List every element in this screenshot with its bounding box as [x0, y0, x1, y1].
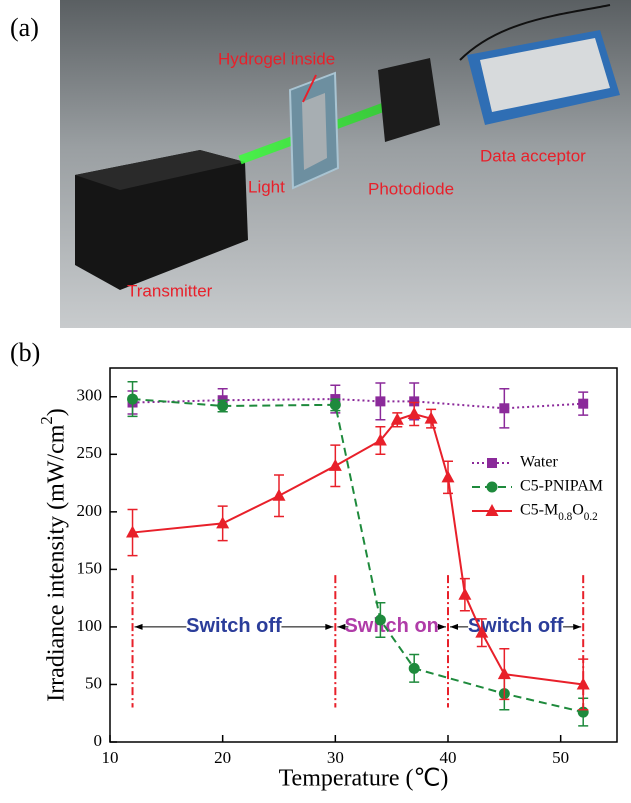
legend-label: C5-M0.8O0.2: [520, 502, 598, 523]
x-tick-label: 10: [102, 748, 119, 767]
label: Transmitter: [127, 281, 213, 300]
marker: [216, 516, 229, 528]
label: Hydrogel inside: [218, 49, 335, 68]
marker: [127, 394, 138, 405]
series-line: [133, 399, 584, 712]
legend-label: Water: [520, 454, 558, 471]
marker: [329, 459, 342, 471]
x-tick-label: 50: [552, 748, 569, 767]
marker: [487, 458, 497, 468]
marker: [499, 403, 509, 413]
marker: [408, 407, 421, 419]
label: Light: [248, 177, 285, 196]
x-tick-label: 20: [214, 748, 231, 767]
marker: [330, 399, 341, 410]
marker: [273, 489, 286, 501]
marker: [375, 396, 385, 406]
panel-label: (a): [10, 13, 39, 42]
marker: [442, 470, 455, 482]
panel-label: (b): [10, 338, 40, 367]
y-tick-label: 50: [85, 673, 102, 692]
marker: [458, 588, 471, 600]
x-tick-label: 30: [327, 748, 344, 767]
plot-frame: [110, 368, 617, 742]
y-tick-label: 200: [77, 501, 103, 520]
y-tick-label: 100: [77, 616, 103, 635]
x-tick-label: 40: [440, 748, 457, 767]
panel-b: (b) 10 20 30 40 50 0 50 100 150 200 250 300 Temperat…: [10, 338, 617, 792]
annotation: Switch off: [186, 615, 282, 637]
x-axis-label: Temperature (℃): [279, 766, 449, 792]
y-axis-label: Irradiance intensity (mW/cm2): [37, 408, 69, 702]
hydrogel-window: [302, 93, 327, 170]
marker: [498, 667, 511, 679]
marker: [217, 400, 228, 411]
figure: (a) Hydrogel inside Light Photodiode Dat…: [0, 0, 631, 803]
marker: [487, 482, 498, 493]
marker: [578, 399, 588, 409]
label: Photodiode: [368, 179, 454, 198]
series-line: [133, 414, 584, 684]
y-tick-label: 300: [77, 386, 103, 405]
annotation: Switch on: [344, 615, 438, 637]
y-tick-label: 150: [77, 558, 103, 577]
marker: [409, 663, 420, 674]
y-tick-label: 0: [94, 731, 103, 750]
y-tick-label: 250: [77, 443, 103, 462]
legend-label: C5-PNIPAM: [520, 478, 603, 495]
panel-a: (a) Hydrogel inside Light Photodiode Dat…: [10, 0, 631, 328]
label: Data acceptor: [480, 146, 586, 165]
marker: [375, 615, 386, 626]
